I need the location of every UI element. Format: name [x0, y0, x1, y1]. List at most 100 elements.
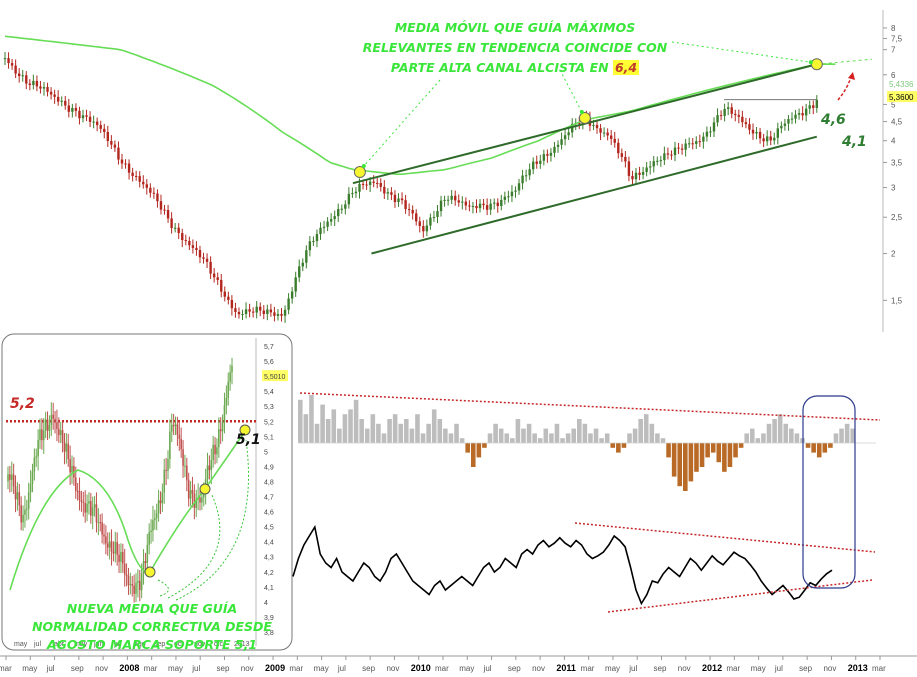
candle-body — [337, 209, 340, 217]
inset-frame — [1, 333, 293, 651]
candle-body — [184, 240, 187, 242]
inset-candle-body — [99, 522, 102, 524]
inset-candle-body — [22, 514, 24, 523]
moving-average-line — [4, 35, 836, 175]
price-tick-label: 1,5 — [891, 296, 903, 305]
candle-body — [532, 161, 535, 170]
candle-body — [450, 195, 453, 200]
inset-candle-body — [41, 429, 43, 441]
candle-body — [698, 141, 702, 143]
candle-body — [251, 311, 255, 313]
candle-body — [457, 200, 460, 203]
candle-body — [687, 143, 691, 145]
candle-body — [535, 161, 538, 164]
candle-body — [120, 159, 124, 164]
inset-candle-body — [29, 483, 32, 493]
histogram-bar — [454, 423, 459, 443]
inset-candle-body — [101, 522, 103, 535]
candle-body — [358, 183, 361, 192]
candle-body — [606, 132, 609, 136]
histogram-bar — [526, 423, 532, 443]
inset-tick-label: 5,3 — [264, 404, 274, 411]
candle-body — [620, 153, 624, 157]
histogram-bar — [755, 438, 761, 443]
inset-candle-body — [86, 503, 88, 513]
candle-body — [315, 234, 319, 242]
inset-candle-body — [31, 471, 34, 484]
inset-tick-label: 5,5010 — [264, 374, 286, 381]
candle-body — [234, 308, 237, 312]
inset-x-tick-label: jul — [113, 641, 121, 648]
histogram-bar — [588, 433, 593, 443]
candle-body — [283, 309, 287, 316]
x-tick-label: mar — [726, 664, 740, 673]
candle-body — [301, 262, 304, 267]
candle-body — [702, 136, 705, 142]
histogram-bar — [839, 428, 844, 443]
candle-body — [230, 299, 234, 309]
candle-body — [78, 110, 81, 119]
candle-body — [400, 198, 404, 201]
candle-body — [748, 124, 751, 130]
histogram-bar — [298, 399, 303, 443]
candle-body — [634, 172, 638, 180]
histogram-bar — [850, 428, 855, 443]
candle-body — [85, 115, 88, 117]
candle-body — [563, 135, 567, 140]
inset-annotation-line1: NUEVA MEDIA QUE GUÍA — [66, 601, 238, 616]
histogram-bar — [710, 443, 716, 453]
histogram-bar — [749, 428, 755, 443]
x-tick-label: jul — [628, 664, 637, 673]
candle-body — [755, 131, 758, 134]
candle-body — [705, 131, 709, 137]
histogram-bar — [766, 423, 772, 443]
candle-body — [599, 128, 602, 133]
inset-candle-body — [69, 459, 71, 473]
x-tick-label: sep — [799, 664, 812, 673]
inset-candle-body — [116, 541, 118, 555]
inset-candle-body — [114, 541, 117, 554]
inset-panel: 5,75,65,50105,45,35,25,154,94,84,74,64,5… — [1, 333, 293, 651]
candle-body — [652, 161, 655, 167]
candle-body — [741, 116, 744, 123]
inset-candle-body — [184, 465, 186, 467]
candle-body — [372, 181, 375, 183]
inset-candle-body — [61, 430, 64, 443]
candle-body — [407, 209, 411, 211]
candle-body — [454, 195, 457, 201]
histogram-trendline — [299, 392, 881, 421]
histogram-bar — [671, 443, 677, 477]
candle-body — [110, 141, 113, 145]
price-tick-label: 8 — [891, 24, 896, 33]
candle-body — [677, 147, 680, 149]
inset-candle-body — [59, 430, 62, 436]
candle-body — [195, 247, 198, 251]
histogram-bar — [387, 419, 392, 443]
main-annotation-line1: MEDIA MÓVIL QUE GUÍA MÁXIMOS — [394, 20, 636, 35]
highlight-box — [802, 395, 856, 589]
x-tick-label: mar — [872, 664, 886, 673]
histogram-bar — [688, 443, 694, 482]
histogram-bar — [314, 423, 320, 443]
candle-body — [549, 152, 553, 156]
x-tick-label: 2009 — [265, 663, 285, 673]
inset-tick-label: 4,6 — [264, 510, 274, 517]
histogram-bar — [465, 443, 470, 453]
candle-body — [322, 226, 326, 228]
histogram-bar — [543, 428, 549, 443]
histogram-bar — [638, 419, 643, 443]
histogram-bar — [805, 443, 811, 448]
inset-candle-body — [193, 493, 196, 508]
inset-candle-body — [44, 419, 47, 431]
histogram-bar — [604, 433, 610, 443]
candle-body — [113, 144, 117, 148]
histogram-bar — [683, 443, 688, 491]
candle-body — [656, 160, 659, 162]
candle-body — [804, 108, 808, 116]
candle-body — [592, 124, 595, 126]
candle-body — [542, 154, 546, 161]
candle-body — [493, 202, 496, 204]
inset-candle-body — [159, 500, 162, 504]
inset-candle-body — [122, 552, 124, 564]
inset-candle-body — [20, 505, 22, 523]
